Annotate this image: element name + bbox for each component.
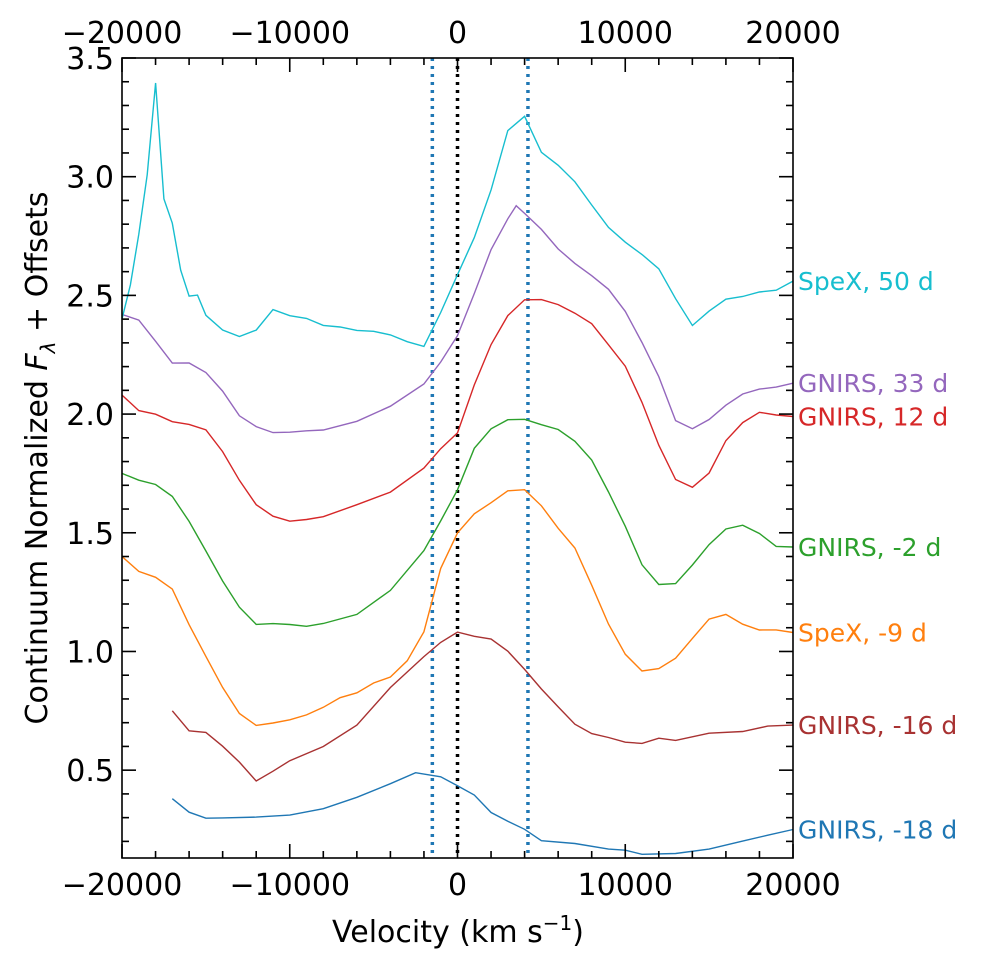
- top-tick-label-2: 0: [448, 16, 467, 51]
- series-label-5: GNIRS, 33 d: [798, 369, 948, 398]
- y-tick-label-1: 1.0: [66, 635, 114, 670]
- series-label-3: GNIRS, -2 d: [798, 533, 941, 562]
- series-label-1: GNIRS, -16 d: [798, 711, 957, 740]
- x-tick-label-0: −20000: [62, 868, 183, 903]
- x-tick-label-1: −10000: [229, 868, 350, 903]
- series-line-1: [171, 631, 794, 782]
- series-label-6: SpeX, 50 d: [798, 267, 934, 296]
- y-tick-label-4: 2.5: [66, 279, 114, 314]
- top-tick-label-1: −10000: [229, 16, 350, 51]
- series-line-2: [121, 488, 794, 727]
- x-tick-label-4: 20000: [745, 868, 840, 903]
- reference-lines-layer: [430, 58, 530, 858]
- plot-frame: [121, 57, 794, 859]
- y-tick-label-2: 1.5: [66, 517, 114, 552]
- top-tick-label-0: −20000: [62, 16, 183, 51]
- y-axis-label: Continuum Normalized Fλ + Offsets: [20, 192, 60, 725]
- x-tick-label-2: 0: [448, 868, 467, 903]
- series-line-4: [121, 298, 794, 522]
- series-line-5: [121, 204, 794, 434]
- y-tick-label-3: 2.0: [66, 398, 114, 433]
- series-label-4: GNIRS, 12 d: [798, 402, 948, 431]
- y-tick-label-0: 0.5: [66, 754, 114, 789]
- top-tick-label-4: 20000: [745, 16, 840, 51]
- series-layer: [121, 82, 794, 856]
- top-tick-label-3: 10000: [578, 16, 673, 51]
- y-tick-label-5: 3.0: [66, 161, 114, 196]
- y-tick-label-6: 3.5: [66, 42, 114, 77]
- series-line-3: [121, 418, 794, 628]
- series-label-2: SpeX, -9 d: [798, 618, 927, 647]
- tick-labels-layer: −20000 −20000 −10000 −10000 0 0 10000 10000 2000…: [62, 16, 841, 903]
- x-tick-label-3: 10000: [578, 868, 673, 903]
- series-line-0: [171, 771, 794, 856]
- series-line-6: [121, 82, 794, 348]
- series-labels-layer: GNIRS, -18 d GNIRS, -16 d SpeX, -9 d GNIRS,…: [798, 267, 957, 844]
- series-label-0: GNIRS, -18 d: [798, 816, 957, 845]
- x-axis-label: Velocity (km s−1): [332, 911, 584, 950]
- ticks-layer: [121, 57, 794, 858]
